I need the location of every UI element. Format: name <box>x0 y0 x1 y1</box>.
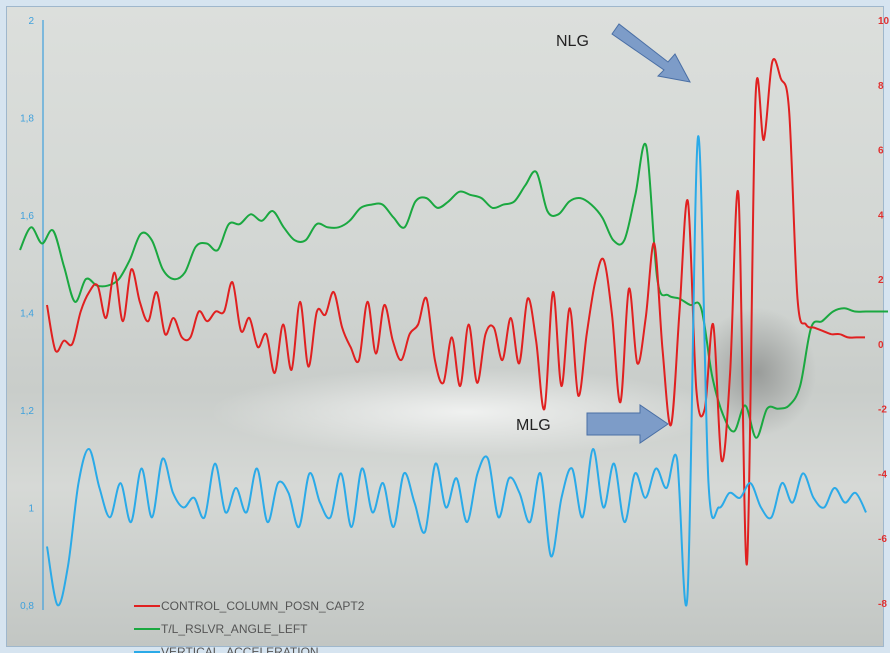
left-tick-label: 1,8 <box>20 114 34 125</box>
left-tick-label: 0,8 <box>20 601 34 612</box>
nlg-label: NLG <box>556 33 589 50</box>
left-tick-label: 1 <box>28 504 34 515</box>
right-tick-label: 10 <box>878 16 890 27</box>
nlg-arrow <box>611 23 691 83</box>
mlg-arrow <box>586 404 669 444</box>
series-line-t-l-rslvr-angle-left <box>19 142 888 439</box>
series-line-vertical-acceleration <box>46 135 867 607</box>
right-tick-label: -6 <box>878 534 887 545</box>
right-tick-label: -4 <box>878 469 887 480</box>
right-tick-label: 4 <box>878 210 884 221</box>
right-axis-ticks: 10 8 6 4 2 0 -2 -4 -6 -8 <box>878 16 890 610</box>
left-tick-label: 2 <box>28 16 34 27</box>
left-tick-label: 1,4 <box>20 309 34 320</box>
legend-label: T/L_RSLVR_ANGLE_LEFT <box>161 622 308 636</box>
chart-frame <box>6 6 884 647</box>
annotations-layer: NLG MLG <box>516 23 691 444</box>
series-layer <box>19 58 888 607</box>
legend: CONTROL_COLUMN_POSN_CAPT2 T/L_RSLVR_ANGLE… <box>134 599 365 653</box>
right-tick-label: 6 <box>878 146 884 157</box>
right-tick-label: -2 <box>878 405 887 416</box>
legend-label: CONTROL_COLUMN_POSN_CAPT2 <box>161 599 365 613</box>
left-tick-label: 1,6 <box>20 211 34 222</box>
right-tick-label: -8 <box>878 599 887 610</box>
left-tick-label: 1,2 <box>20 406 34 417</box>
legend-label: VERTICAL_ACCELERATION <box>161 645 319 653</box>
left-axis-ticks: 2 1,8 1,6 1,4 1,2 1 0,8 <box>20 16 34 612</box>
series-line-control-column-posn-capt2 <box>46 58 865 566</box>
mlg-label: MLG <box>516 417 551 434</box>
right-tick-label: 8 <box>878 81 884 92</box>
right-tick-label: 2 <box>878 275 884 286</box>
right-tick-label: 0 <box>878 340 884 351</box>
